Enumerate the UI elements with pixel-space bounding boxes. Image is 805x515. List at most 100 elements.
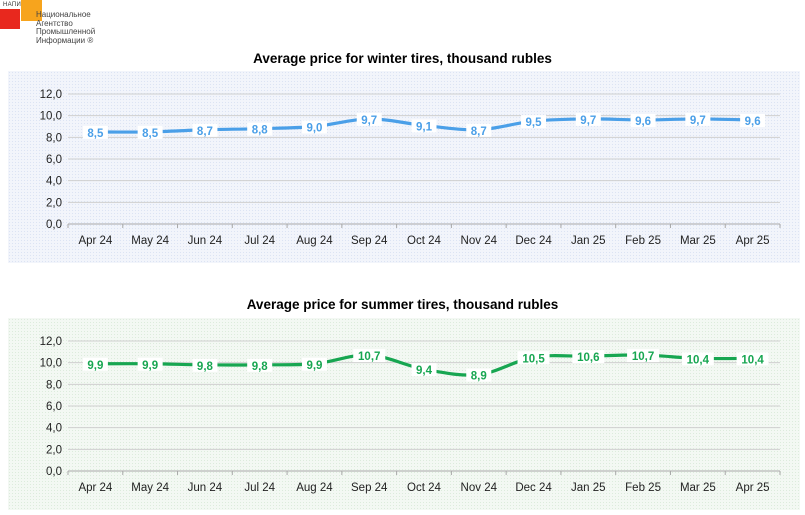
summer-y-tick-label: 2,0 <box>46 444 62 456</box>
summer-y-tick-label: 8,0 <box>46 379 62 391</box>
winter-data-label: 9,5 <box>526 117 543 129</box>
winter-y-tick-label: 0,0 <box>46 219 62 231</box>
winter-price-chart: 0,0 2,0 4,0 6,0 8,0 10,0 12,0 Apr 24 May 24 Jun 2… <box>40 89 781 247</box>
summer-data-label: 9,9 <box>142 360 158 372</box>
winter-data-label: 9,1 <box>416 121 433 133</box>
winter-data-label-bg <box>137 125 163 139</box>
summer-y-tick-label: 6,0 <box>46 401 62 413</box>
summer-data-label: 9,4 <box>416 365 433 377</box>
summer-data-label-bg <box>192 358 218 372</box>
winter-data-label: 9,7 <box>690 115 706 127</box>
winter-x-tick-label: Nov 24 <box>461 235 498 247</box>
summer-x-tick-label: Apr 25 <box>736 482 770 494</box>
winter-data-label: 9,0 <box>306 123 322 135</box>
summer-data-label-bg <box>627 349 660 363</box>
summer-data-label-bg <box>137 357 163 371</box>
winter-data-label-bg <box>356 112 382 126</box>
winter-x-tick-label: Jan 25 <box>571 235 606 247</box>
winter-x-tick-label: Dec 24 <box>515 235 552 247</box>
summer-data-label-bg <box>353 349 386 363</box>
winter-y-tick-label: 8,0 <box>46 132 62 144</box>
winter-data-label-bg <box>740 114 766 127</box>
summer-x-tick-label: May 24 <box>131 482 169 494</box>
summer-data-label: 8,9 <box>471 371 487 383</box>
winter-y-tick-label: 10,0 <box>40 111 62 123</box>
winter-x-tick-label: Apr 24 <box>78 235 112 247</box>
winter-x-tick-label: Apr 25 <box>736 235 770 247</box>
summer-data-label-bg <box>466 368 492 382</box>
winter-data-label-bg <box>301 120 327 134</box>
summer-data-label-bg <box>82 357 108 371</box>
summer-data-label: 10,4 <box>687 354 710 366</box>
summer-chart-title: Average price for summer tires, thousand… <box>246 297 559 312</box>
napi-logo: НАПИ Национальное Агентство Промышленной… <box>0 0 120 60</box>
summer-data-label-bg <box>411 363 437 377</box>
summer-data-label: 10,7 <box>632 351 654 363</box>
logo-orange-square <box>21 0 42 21</box>
winter-y-tick-label: 12,0 <box>40 89 62 101</box>
winter-data-label: 8,5 <box>142 128 159 140</box>
logo-short-name: НАПИ <box>3 2 22 8</box>
winter-x-tick-label: Jul 24 <box>244 235 275 247</box>
winter-data-label: 9,7 <box>361 115 377 127</box>
summer-data-label-bg <box>301 357 327 371</box>
winter-data-label-bg <box>630 114 656 127</box>
winter-data-label: 9,6 <box>635 116 651 128</box>
logo-red-square <box>0 9 20 29</box>
summer-x-tick-label: Dec 24 <box>515 482 552 494</box>
winter-chart-title: Average price for winter tires, thousand… <box>253 51 552 66</box>
summer-data-label: 10,6 <box>577 352 599 364</box>
winter-y-tick-label: 6,0 <box>46 154 62 166</box>
winter-y-tick-label: 4,0 <box>46 176 62 188</box>
winter-data-label-bg <box>192 123 218 137</box>
summer-data-label: 10,4 <box>741 354 764 366</box>
summer-chart-panel: 0,0 2,0 4,0 6,0 8,0 10,0 12,0 Apr 24 May 24 Jun 2… <box>8 318 800 510</box>
summer-data-label-bg <box>517 351 550 365</box>
summer-y-tick-label: 10,0 <box>40 358 62 370</box>
summer-x-tick-label: Mar 25 <box>680 482 716 494</box>
winter-data-label-bg <box>685 112 711 126</box>
winter-x-tick-label: Feb 25 <box>625 235 661 247</box>
winter-data-label-bg <box>521 115 547 129</box>
summer-x-tick-label: Oct 24 <box>407 482 441 494</box>
winter-data-label: 9,7 <box>580 115 596 127</box>
winter-data-label-bg <box>82 125 108 139</box>
summer-y-tick-label: 12,0 <box>40 336 62 348</box>
winter-data-label: 8,5 <box>87 128 104 140</box>
summer-data-label: 10,7 <box>358 351 380 363</box>
winter-data-label-bg <box>247 122 273 136</box>
summer-x-tick-label: Apr 24 <box>78 482 112 494</box>
summer-data-label: 9,8 <box>252 361 269 373</box>
summer-data-label: 9,9 <box>306 360 322 372</box>
summer-x-tick-label: Jun 24 <box>188 482 223 494</box>
winter-chart-panel: 0,0 2,0 4,0 6,0 8,0 10,0 12,0 Apr 24 May 24 Jun 2… <box>8 71 800 263</box>
summer-y-tick-label: 0,0 <box>46 466 62 478</box>
summer-data-label-bg <box>572 350 605 364</box>
winter-data-label-bg <box>575 112 601 126</box>
summer-x-tick-label: Jul 24 <box>244 482 275 494</box>
summer-x-tick-label: Aug 24 <box>296 482 333 494</box>
summer-data-label-bg <box>681 352 714 366</box>
summer-data-label-bg <box>736 352 769 366</box>
summer-data-label: 9,9 <box>87 360 103 372</box>
winter-data-label: 9,6 <box>745 116 761 128</box>
winter-x-tick-label: Aug 24 <box>296 235 333 247</box>
summer-data-label: 9,8 <box>197 361 214 373</box>
winter-data-label-bg <box>466 123 492 137</box>
summer-x-tick-label: Sep 24 <box>351 482 388 494</box>
winter-data-label: 8,7 <box>471 126 487 138</box>
winter-data-label-bg <box>411 119 437 133</box>
winter-x-tick-label: Mar 25 <box>680 235 716 247</box>
winter-data-label: 8,7 <box>197 126 213 138</box>
winter-x-tick-label: May 24 <box>131 235 169 247</box>
winter-y-tick-label: 2,0 <box>46 197 62 209</box>
summer-data-label-bg <box>247 358 273 372</box>
summer-x-tick-label: Jan 25 <box>571 482 606 494</box>
summer-data-label: 10,5 <box>522 353 545 365</box>
summer-y-tick-label: 4,0 <box>46 423 62 435</box>
summer-x-tick-label: Feb 25 <box>625 482 661 494</box>
summer-price-chart: 0,0 2,0 4,0 6,0 8,0 10,0 12,0 Apr 24 May 24 Jun 2… <box>40 336 781 494</box>
summer-x-tick-label: Nov 24 <box>461 482 498 494</box>
winter-data-label: 8,8 <box>252 125 269 137</box>
winter-x-tick-label: Oct 24 <box>407 235 441 247</box>
